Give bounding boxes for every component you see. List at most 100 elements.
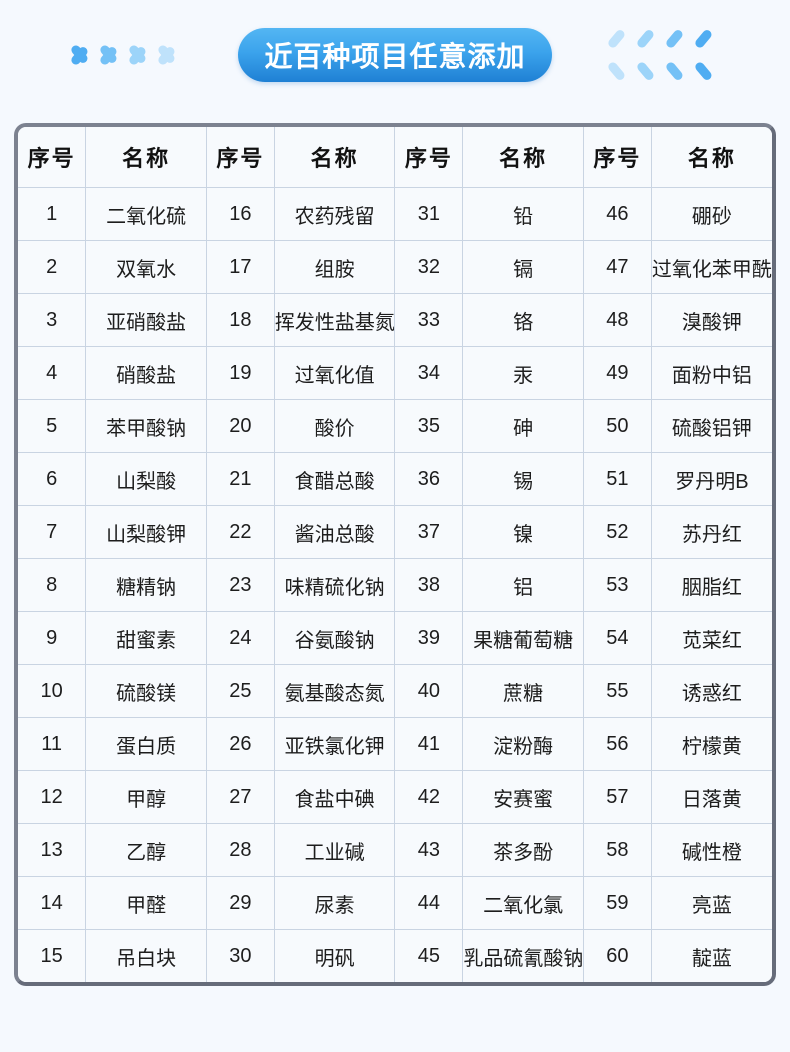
cell-index: 59	[582, 876, 652, 930]
cell-index: 21	[205, 452, 275, 506]
cell-index: 55	[582, 664, 652, 718]
cell-index: 43	[394, 823, 464, 877]
chevron-left-icon-1	[69, 33, 95, 77]
cell-index: 11	[18, 717, 87, 771]
cell-name: 苏丹红	[650, 505, 772, 559]
cell-index: 24	[205, 611, 275, 665]
cell-index: 29	[205, 876, 275, 930]
cell-name: 面粉中铝	[650, 346, 772, 400]
cell-index: 30	[205, 929, 275, 982]
column-header-name-3: 名称	[462, 127, 584, 188]
cell-index: 37	[394, 505, 464, 559]
table-row: 15 吊白块 30 明矾 45 乳品硫氰酸钠 60 靛蓝	[18, 929, 772, 982]
cell-name: 山梨酸钾	[85, 505, 207, 559]
banner-title-pill: 近百种项目任意添加	[238, 28, 552, 82]
cell-index: 35	[394, 399, 464, 453]
cell-index: 6	[18, 452, 87, 506]
cell-name: 溴酸钾	[650, 293, 772, 347]
cell-name: 二氧化氯	[462, 876, 584, 930]
cell-name: 山梨酸	[85, 452, 207, 506]
cell-index: 54	[582, 611, 652, 665]
cell-index: 18	[205, 293, 275, 347]
cell-name: 亚铁氯化钾	[273, 717, 396, 771]
cell-index: 41	[394, 717, 464, 771]
right-chevron-decoration	[608, 31, 721, 79]
cell-name: 蔗糖	[462, 664, 584, 718]
cell-index: 27	[205, 770, 275, 824]
cell-index: 40	[394, 664, 464, 718]
chevron-right-icon-3	[666, 33, 692, 77]
cell-name: 诱惑红	[650, 664, 772, 718]
table-row: 5 苯甲酸钠 20 酸价 35 砷 50 硫酸铝钾	[18, 399, 772, 453]
cell-index: 39	[394, 611, 464, 665]
cell-index: 47	[582, 240, 652, 294]
cell-name: 硫酸镁	[85, 664, 207, 718]
items-table: 序号 名称 序号 名称 序号 名称 序号 名称 1 二氧化硫 16 农药残留 31 铅 46…	[18, 127, 772, 982]
cell-name: 酱油总酸	[273, 505, 396, 559]
left-chevron-decoration	[69, 31, 182, 79]
cell-name: 胭脂红	[650, 558, 772, 612]
cell-name: 硝酸盐	[85, 346, 207, 400]
table-row: 2 双氧水 17 组胺 32 镉 47 过氧化苯甲酰	[18, 240, 772, 294]
table-row: 14 甲醛 29 尿素 44 二氧化氯 59 亮蓝	[18, 876, 772, 930]
chevron-left-icon-4	[156, 33, 182, 77]
cell-name: 尿素	[273, 876, 396, 930]
cell-index: 60	[582, 929, 652, 982]
cell-index: 7	[18, 505, 87, 559]
cell-index: 58	[582, 823, 652, 877]
cell-index: 57	[582, 770, 652, 824]
cell-name: 铝	[462, 558, 584, 612]
cell-index: 25	[205, 664, 275, 718]
column-header-index-3: 序号	[394, 127, 464, 188]
items-table-container: 序号 名称 序号 名称 序号 名称 序号 名称 1 二氧化硫 16 农药残留 31 铅 46…	[14, 123, 776, 986]
table-row: 9 甜蜜素 24 谷氨酸钠 39 果糖葡萄糖 54 苋菜红	[18, 611, 772, 665]
cell-name: 碱性橙	[650, 823, 772, 877]
cell-index: 44	[394, 876, 464, 930]
cell-index: 48	[582, 293, 652, 347]
cell-name: 味精硫化钠	[273, 558, 396, 612]
cell-name: 罗丹明B	[650, 452, 772, 506]
cell-index: 10	[18, 664, 87, 718]
column-header-index-2: 序号	[205, 127, 275, 188]
cell-name: 过氧化苯甲酰	[650, 240, 772, 294]
cell-index: 12	[18, 770, 87, 824]
cell-index: 23	[205, 558, 275, 612]
cell-index: 45	[394, 929, 464, 982]
cell-index: 4	[18, 346, 87, 400]
cell-name: 组胺	[273, 240, 396, 294]
cell-name: 明矾	[273, 929, 396, 982]
cell-index: 16	[205, 187, 275, 241]
table-body: 1 二氧化硫 16 农药残留 31 铅 46 硼砂 2 双氧水 17 组胺 32 镉 47 过氧化苯甲酰 3 亚硝…	[18, 187, 772, 982]
cell-index: 1	[18, 187, 87, 241]
cell-name: 氨基酸态氮	[273, 664, 396, 718]
cell-name: 砷	[462, 399, 584, 453]
cell-index: 56	[582, 717, 652, 771]
cell-index: 28	[205, 823, 275, 877]
cell-name: 苋菜红	[650, 611, 772, 665]
cell-index: 32	[394, 240, 464, 294]
cell-index: 20	[205, 399, 275, 453]
cell-name: 工业碱	[273, 823, 396, 877]
cell-name: 谷氨酸钠	[273, 611, 396, 665]
cell-index: 36	[394, 452, 464, 506]
cell-name: 二氧化硫	[85, 187, 207, 241]
cell-name: 过氧化值	[273, 346, 396, 400]
cell-name: 汞	[462, 346, 584, 400]
table-header: 序号 名称 序号 名称 序号 名称 序号 名称	[18, 127, 772, 188]
cell-name: 镍	[462, 505, 584, 559]
cell-index: 13	[18, 823, 87, 877]
cell-name: 糖精钠	[85, 558, 207, 612]
cell-index: 52	[582, 505, 652, 559]
cell-name: 淀粉酶	[462, 717, 584, 771]
cell-name: 硼砂	[650, 187, 772, 241]
cell-name: 甲醛	[85, 876, 207, 930]
cell-index: 2	[18, 240, 87, 294]
cell-name: 果糖葡萄糖	[462, 611, 584, 665]
column-header-name-1: 名称	[85, 127, 207, 188]
chevron-left-icon-3	[127, 33, 153, 77]
column-header-name-2: 名称	[273, 127, 396, 188]
table-row: 11 蛋白质 26 亚铁氯化钾 41 淀粉酶 56 柠檬黄	[18, 717, 772, 771]
cell-name: 酸价	[273, 399, 396, 453]
cell-index: 51	[582, 452, 652, 506]
cell-name: 亮蓝	[650, 876, 772, 930]
